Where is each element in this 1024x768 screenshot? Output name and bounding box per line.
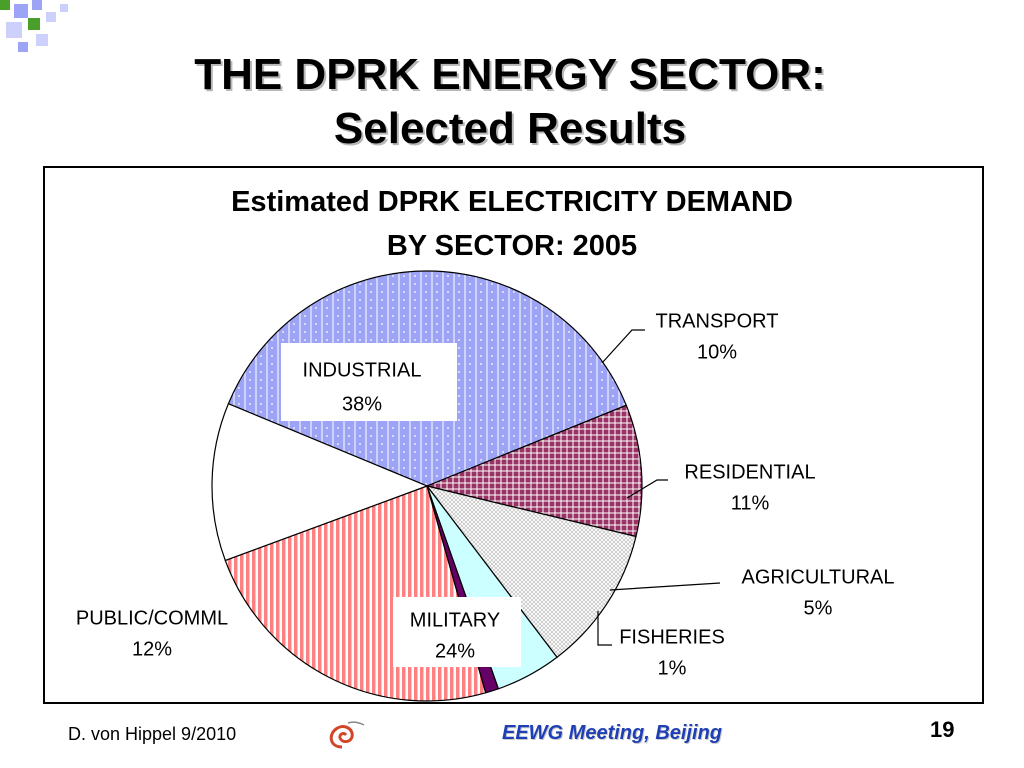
slice-label-transport: TRANSPORT (656, 310, 779, 332)
slice-labels: INDUSTRIAL 38% TRANSPORT 10% RESIDENTIAL 11% A… (76, 310, 895, 679)
slide-title: THE DPRK ENERGY SECTOR: Selected Results (60, 48, 960, 156)
slice-label-public-comml: PUBLIC/COMML (76, 607, 228, 629)
slice-label-fisheries: FISHERIES (619, 626, 725, 648)
slice-value-residential: 11% (731, 492, 770, 514)
slice-label-industrial: INDUSTRIAL (303, 359, 422, 381)
slice-value-public-comml: 12% (132, 638, 172, 660)
pie-slice-transport (425, 404, 643, 538)
slide-title-line1: THE DPRK ENERGY SECTOR: (194, 50, 826, 99)
chart-title-line2: BY SECTOR: 2005 (386, 230, 638, 262)
slice-label-military: MILITARY (410, 609, 500, 631)
slice-label-residential: RESIDENTIAL (684, 461, 815, 483)
slide-title-line2: Selected Results (333, 104, 687, 153)
footer-event: EEWG Meeting, Beijing (502, 722, 723, 744)
pie-slice-residential (425, 485, 637, 659)
pie-slice-public-comml (211, 402, 429, 562)
swirl-logo-icon (329, 721, 365, 749)
slice-label-agricultural: AGRICULTURAL (742, 566, 895, 588)
corner-squares-logo (0, 0, 68, 52)
page-number: 19 (930, 717, 955, 742)
leader-line-agricultural (609, 582, 721, 591)
footer-author: D. von Hippel 9/2010 (68, 724, 237, 744)
leader-line-fisheries (597, 611, 612, 646)
label-box-industrial (281, 343, 457, 421)
slice-value-agricultural: 5% (804, 597, 833, 619)
slice-value-transport: 10% (697, 341, 737, 363)
label-box-military (393, 597, 521, 667)
slice-value-fisheries: 1% (658, 657, 687, 679)
slice-value-industrial: 38% (342, 393, 382, 415)
chart-title-line1: Estimated DPRK ELECTRICITY DEMAND (231, 186, 793, 218)
slice-value-military: 24% (435, 640, 475, 662)
chart-title: Estimated DPRK ELECTRICITY DEMAND BY SEC… (0, 180, 1024, 268)
leader-line-residential (626, 479, 668, 499)
leader-line-transport (601, 329, 645, 364)
leader-lines (597, 329, 721, 646)
